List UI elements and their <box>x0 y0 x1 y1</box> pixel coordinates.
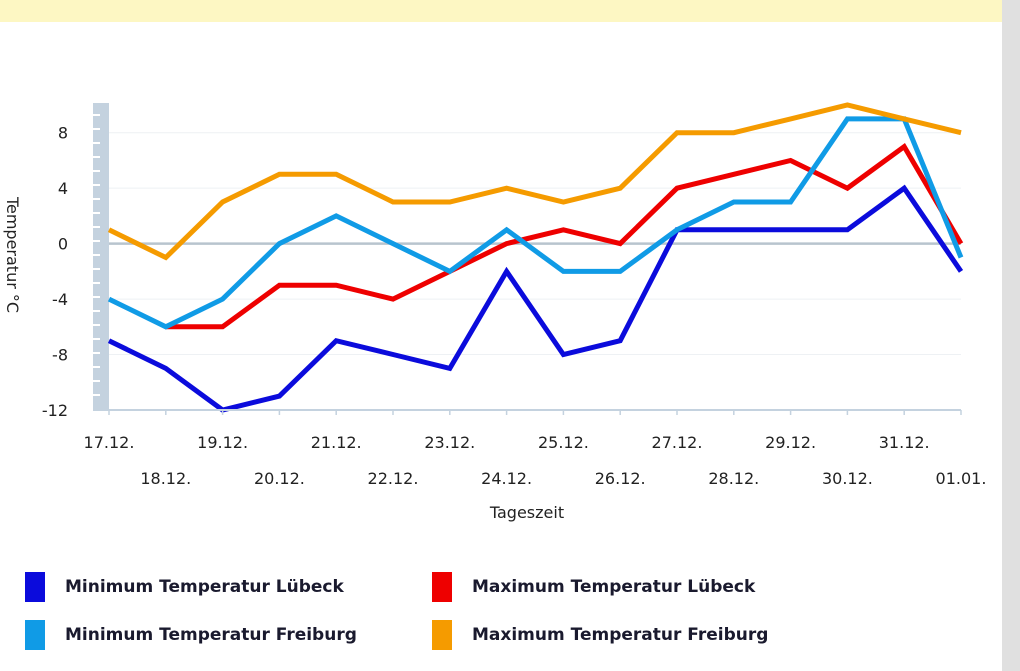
top-banner <box>0 0 1002 22</box>
legend-item-max-luebeck[interactable]: Maximum Temperatur Lübeck <box>432 572 755 602</box>
y-tick-label: -8 <box>52 346 68 365</box>
legend-label: Maximum Temperatur Lübeck <box>472 577 756 597</box>
x-tick-label: 17.12. <box>84 433 135 452</box>
series-line-3 <box>107 102 962 261</box>
x-tick-label: 22.12. <box>368 469 419 488</box>
x-tick-label: 27.12. <box>652 433 703 452</box>
legend-label: Maximum Temperatur Freiburg <box>472 625 769 645</box>
series-lines <box>107 102 964 413</box>
legend-label: Minimum Temperatur Freiburg <box>65 625 357 645</box>
legend-item-max-freiburg[interactable]: Maximum Temperatur Freiburg <box>432 620 768 650</box>
legend-swatch <box>432 620 452 650</box>
chart-legend: Minimum Temperatur Lübeck Maximum Temper… <box>25 572 985 662</box>
series-line-2 <box>107 116 964 330</box>
legend-swatch <box>25 572 45 602</box>
y-axis-band <box>93 103 109 410</box>
x-tick-label: 01.01. <box>936 469 987 488</box>
y-tick-label: -12 <box>42 401 68 420</box>
x-tick-label: 20.12. <box>254 469 305 488</box>
x-tick-label: 31.12. <box>879 433 930 452</box>
x-tick-label: 28.12. <box>708 469 759 488</box>
x-tick-label: 30.12. <box>822 469 873 488</box>
x-tick-label: 25.12. <box>538 433 589 452</box>
x-tick-label: 21.12. <box>311 433 362 452</box>
x-tick-label: 19.12. <box>197 433 248 452</box>
y-axis-title: Temperatur °C <box>3 196 22 313</box>
legend-swatch <box>432 572 452 602</box>
y-axis: 8 4 0 -4 -8 -12 <box>42 103 109 420</box>
x-tick-label: 26.12. <box>595 469 646 488</box>
x-tick-label: 18.12. <box>140 469 191 488</box>
legend-item-min-luebeck[interactable]: Minimum Temperatur Lübeck <box>25 572 344 602</box>
x-tick-label: 29.12. <box>765 433 816 452</box>
series-line-1 <box>165 142 964 330</box>
legend-item-min-freiburg[interactable]: Minimum Temperatur Freiburg <box>25 620 357 650</box>
series-line-0 <box>107 184 964 413</box>
y-tick-label: 4 <box>58 179 68 198</box>
x-tick-label: 23.12. <box>424 433 475 452</box>
x-axis: 17.12. 18.12. 19.12. 20.12. 21.12. 22.12. 23.1… <box>84 409 987 488</box>
y-tick-label: 8 <box>58 124 68 143</box>
vertical-scrollbar[interactable] <box>1002 0 1020 671</box>
grid-lines <box>109 132 961 411</box>
y-tick-label: 0 <box>58 235 68 254</box>
x-tick-label: 24.12. <box>481 469 532 488</box>
x-axis-title: Tageszeit <box>489 503 564 522</box>
y-tick-label: -4 <box>52 290 68 309</box>
legend-swatch <box>25 620 45 650</box>
legend-label: Minimum Temperatur Lübeck <box>65 577 344 597</box>
line-chart: 8 4 0 -4 -8 -12 17.12. 18.12. 19.12. 20.12. 21.12… <box>3 102 987 522</box>
